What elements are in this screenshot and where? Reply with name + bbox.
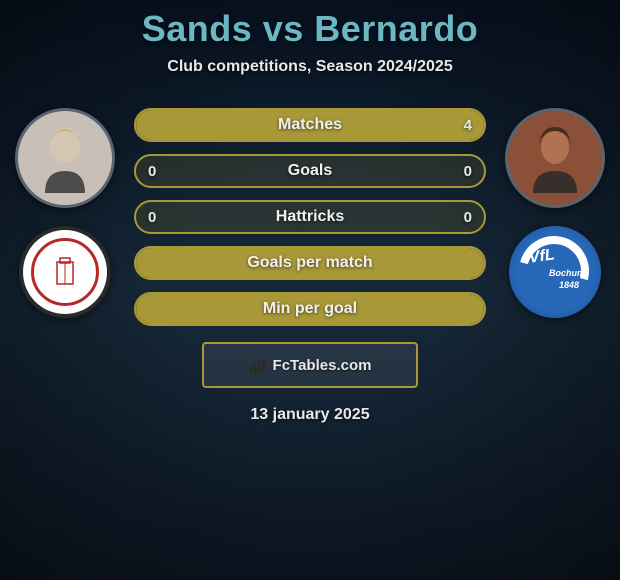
club-left-badge (19, 226, 111, 318)
attribution-text: FcTables.com (273, 357, 372, 374)
stat-left-value: 0 (148, 209, 156, 226)
stat-row-goals-per-match: Goals per match (134, 246, 486, 280)
person-icon (525, 123, 585, 193)
stat-right-value: 0 (464, 163, 472, 180)
stat-left-value: 0 (148, 163, 156, 180)
stats-column: Matches 4 0 Goals 0 0 Hattricks 0 Goals … (128, 104, 492, 326)
stat-label: Goals (288, 162, 332, 180)
attribution-box[interactable]: FcTables.com (202, 342, 418, 388)
club-right-city: Bochum (549, 268, 585, 278)
stat-label: Matches (278, 116, 342, 134)
subtitle: Club competitions, Season 2024/2025 (10, 58, 610, 76)
stat-label: Goals per match (247, 254, 372, 272)
club-left-logo-icon (45, 252, 85, 292)
stat-label: Hattricks (276, 208, 344, 226)
club-right-initials: VfL (528, 246, 556, 267)
player-right-column: VfL Bochum 1848 (500, 104, 610, 318)
club-right-badge: VfL Bochum 1848 (509, 226, 601, 318)
chart-icon (249, 356, 267, 374)
comparison-row: Matches 4 0 Goals 0 0 Hattricks 0 Goals … (10, 104, 610, 326)
stat-row-goals: 0 Goals 0 (134, 154, 486, 188)
player-right-avatar (505, 108, 605, 208)
page-title: Sands vs Bernardo (10, 8, 610, 50)
stat-row-min-per-goal: Min per goal (134, 292, 486, 326)
club-right-year: 1848 (559, 280, 579, 290)
stat-right-value: 4 (464, 117, 472, 134)
stat-right-value: 0 (464, 209, 472, 226)
date-label: 13 january 2025 (10, 406, 610, 424)
player-left-avatar (15, 108, 115, 208)
stat-row-matches: Matches 4 (134, 108, 486, 142)
stat-row-hattricks: 0 Hattricks 0 (134, 200, 486, 234)
player-left-column (10, 104, 120, 318)
stat-label: Min per goal (263, 300, 357, 318)
person-icon (35, 123, 95, 193)
